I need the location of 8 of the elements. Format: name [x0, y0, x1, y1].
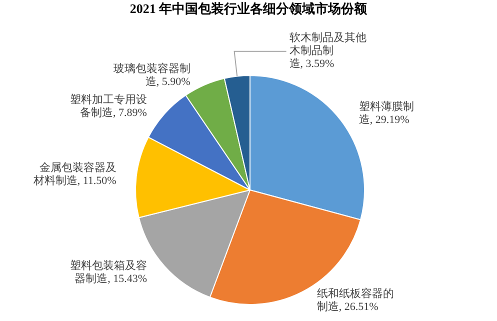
slice-label: 软木制品及其他木制品制造, 3.59% [289, 32, 368, 71]
slice-label: 塑料包装箱及容器制造, 15.43% [69, 260, 148, 286]
slice-label: 玻璃包装容器制造, 5.90% [112, 62, 190, 89]
slice-label: 纸和纸板容器的制造, 26.51% [316, 288, 395, 314]
chart-title: 2021 年中国包装行业各细分领域市场份额 [128, 0, 368, 18]
slice-label: 金属包装容器及材料制造, 11.50% [32, 162, 116, 188]
slice-label: 塑料薄膜制造, 29.19% [358, 101, 415, 128]
slice-label: 塑料加工专用设备制造, 7.89% [68, 94, 147, 120]
